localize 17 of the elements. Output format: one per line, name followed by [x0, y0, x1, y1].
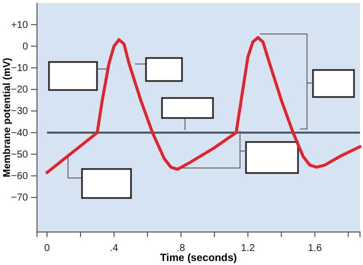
x-tick-label: 1.6	[308, 243, 322, 254]
x-tick-label: 0	[44, 243, 50, 254]
y-tick-label: −60	[11, 171, 28, 182]
y-tick-label: −20	[11, 84, 28, 96]
x-tick-label: 1.2	[240, 243, 256, 254]
y-tick-label: −40	[11, 128, 28, 139]
y-tick-label: 0	[22, 41, 28, 52]
y-tick-label: −70	[11, 192, 28, 204]
y-tick-label: −10	[11, 63, 28, 74]
x-tick-label: .8	[176, 243, 186, 254]
x-tick-label: .4	[110, 243, 119, 254]
y-tick-label: +10	[11, 20, 28, 31]
y-tick-label: −50	[11, 149, 28, 160]
x-axis-title: Time (seconds)	[160, 252, 237, 264]
line-series	[46, 36, 362, 174]
y-tick-label: −30	[11, 106, 28, 118]
y-axis-title: Membrane potential (mV)	[2, 58, 13, 178]
